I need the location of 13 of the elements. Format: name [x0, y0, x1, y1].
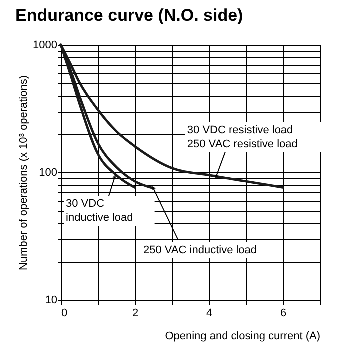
x-tick-label: 6 — [280, 308, 287, 320]
y-tick-label: 1000 — [33, 40, 58, 52]
y-tick-label: 100 — [39, 167, 58, 179]
x-tick-label: 0 — [62, 308, 68, 320]
x-axis-title: Opening and closing current (A) — [165, 330, 320, 342]
annotation: 30 VDC inductive load — [66, 198, 134, 224]
chart-title: Endurance curve (N.O. side) — [16, 6, 244, 25]
x-tick-label: 2 — [132, 308, 139, 320]
annotation: 30 VDC resistive load 250 VAC resistive load — [187, 124, 298, 151]
y-axis-title: Number of operations (x 10³ operations) — [18, 75, 30, 271]
y-tick-label: 10 — [45, 294, 58, 306]
annotation: 250 VAC inductive load — [144, 244, 258, 256]
x-tick-label: 4 — [206, 308, 213, 320]
